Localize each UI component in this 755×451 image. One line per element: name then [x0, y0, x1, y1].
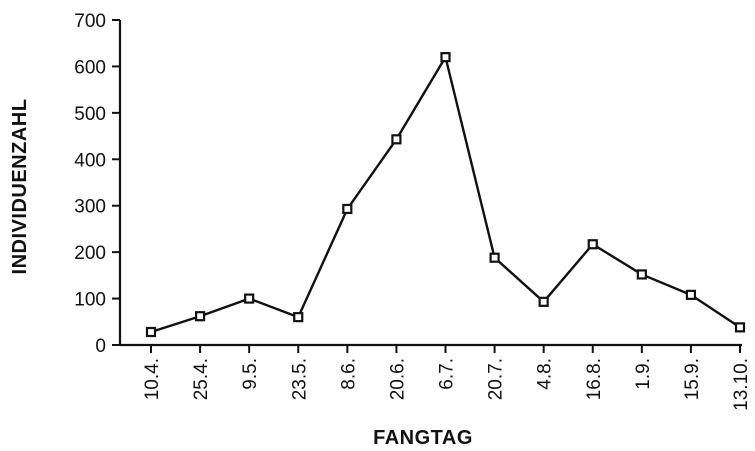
- x-tick-label: 15.9.: [682, 358, 703, 400]
- x-tick-label: 20.6.: [387, 358, 408, 400]
- data-point: [489, 252, 500, 263]
- data-point: [538, 296, 549, 307]
- y-tick-label: 400: [74, 150, 106, 171]
- x-tick-label: 6.7.: [437, 358, 458, 390]
- y-axis: 0 100 200 300 400 500 600 700: [74, 11, 122, 357]
- data-point: [244, 293, 255, 304]
- data-point: [194, 311, 206, 322]
- data-point: [342, 203, 353, 215]
- x-tick-label: 13.10.: [731, 358, 752, 411]
- data-point: [391, 134, 402, 145]
- data-point: [734, 322, 746, 333]
- data-point: [685, 289, 697, 300]
- y-axis-title: INDIVIDUENZAHL: [9, 99, 31, 275]
- series-line: [150, 55, 741, 334]
- x-tick-label: 10.4.: [142, 358, 163, 400]
- data-point: [440, 52, 451, 63]
- x-tick-label: 8.6.: [338, 358, 359, 390]
- x-tick-label: 9.5.: [240, 358, 261, 390]
- x-tick-label: 25.4.: [191, 358, 212, 400]
- x-tick-label: 23.5.: [289, 358, 310, 400]
- y-tick-label: 100: [74, 290, 106, 311]
- data-point: [587, 239, 598, 250]
- series-group: [145, 52, 746, 338]
- x-axis: 10.4. 25.4. 9.5. 23.5. 8.6. 20.6. 6.7. 20.7. 4.8…: [120, 343, 752, 411]
- y-tick-label: 300: [74, 197, 106, 218]
- y-tick-label: 500: [74, 104, 106, 125]
- x-tick-label: 16.8.: [584, 358, 605, 400]
- data-point: [636, 269, 647, 280]
- y-tick-label: 0: [95, 336, 106, 357]
- x-tick-label: 1.9.: [633, 358, 654, 390]
- data-point: [293, 312, 304, 323]
- x-tick-label: 4.8.: [535, 358, 556, 390]
- x-tick-label: 20.7.: [486, 358, 507, 400]
- y-tick-label: 200: [74, 243, 106, 264]
- y-tick-label: 700: [74, 11, 106, 32]
- y-tick-label: 600: [74, 57, 106, 78]
- x-axis-title: FANGTAG: [373, 427, 473, 449]
- data-point: [145, 326, 157, 338]
